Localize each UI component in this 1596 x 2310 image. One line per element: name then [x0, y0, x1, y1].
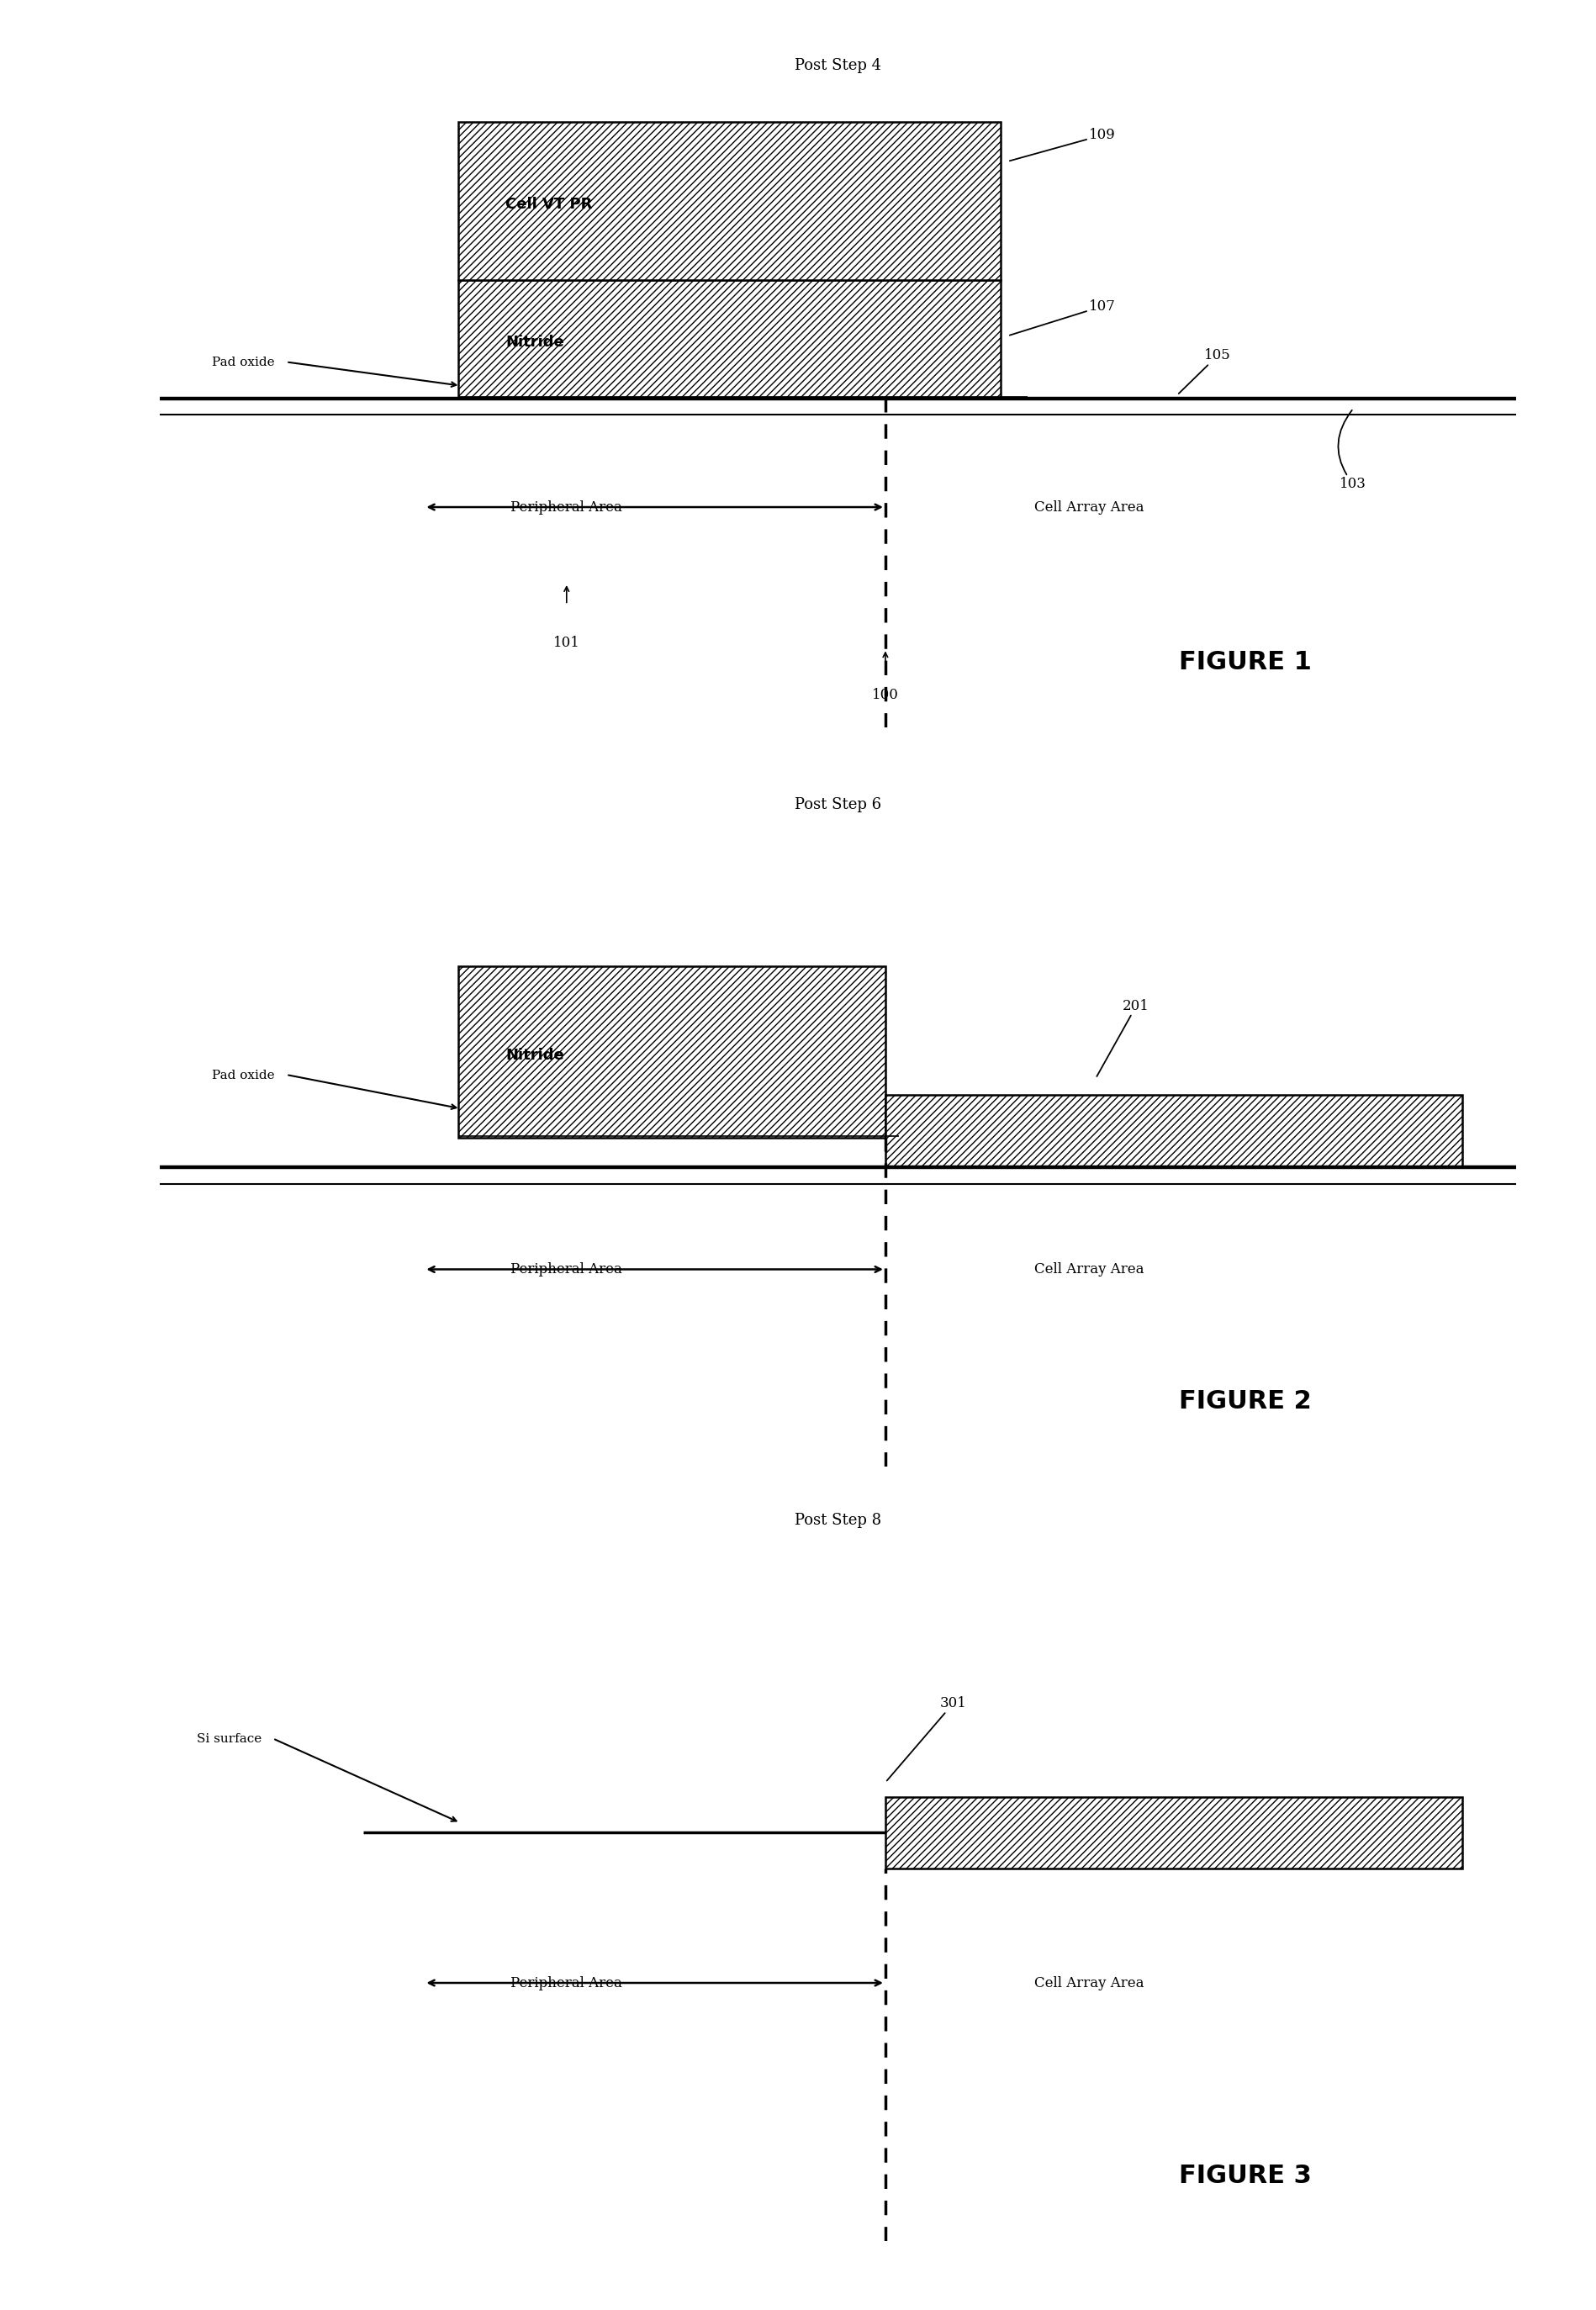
Text: Cell VT PR: Cell VT PR [506, 196, 592, 213]
Text: 103: 103 [1337, 411, 1366, 492]
Text: FIGURE 3: FIGURE 3 [1178, 2164, 1312, 2188]
Bar [886, 1797, 1462, 1869]
Text: Post Step 4: Post Step 4 [795, 58, 881, 74]
Text: FIGURE 1: FIGURE 1 [1178, 649, 1312, 675]
Text: Nitride: Nitride [506, 335, 563, 351]
Bar [458, 280, 1001, 400]
Text: 201: 201 [1096, 998, 1149, 1076]
Text: Peripheral Area: Peripheral Area [511, 1261, 622, 1277]
Text: Post Step 6: Post Step 6 [795, 797, 881, 813]
Text: 301: 301 [887, 1696, 967, 1781]
Text: Nitride: Nitride [506, 1049, 563, 1063]
Text: 107: 107 [1010, 300, 1116, 335]
Text: Pad oxide: Pad oxide [212, 1070, 275, 1081]
Text: 100: 100 [871, 688, 899, 702]
Text: Pad oxide: Pad oxide [212, 356, 275, 367]
Text: Peripheral Area: Peripheral Area [511, 499, 622, 515]
Text: Cell Array Area: Cell Array Area [1034, 1261, 1144, 1277]
Text: 101: 101 [554, 635, 579, 649]
Text: 109: 109 [1010, 127, 1116, 162]
Text: Cell Array Area: Cell Array Area [1034, 1975, 1144, 1989]
Text: Si surface: Si surface [196, 1732, 262, 1746]
Text: FIGURE 2: FIGURE 2 [1178, 1388, 1312, 1414]
Bar [458, 966, 886, 1139]
Text: Post Step 8: Post Step 8 [795, 1513, 881, 1529]
Text: 105: 105 [1179, 349, 1231, 393]
Bar [886, 1095, 1462, 1167]
Bar [458, 122, 1001, 280]
Text: Cell Array Area: Cell Array Area [1034, 499, 1144, 515]
Text: Peripheral Area: Peripheral Area [511, 1975, 622, 1989]
